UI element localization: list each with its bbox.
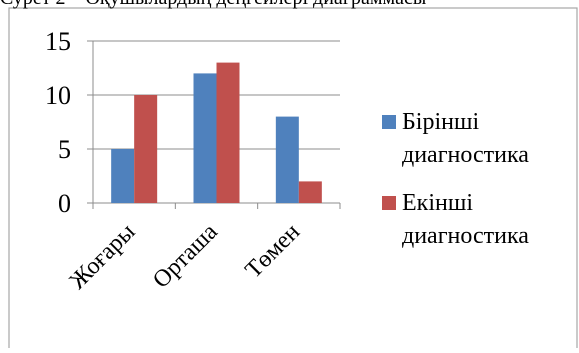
bar <box>298 181 322 203</box>
legend-label: Бірінші диагностика <box>402 109 529 168</box>
bar <box>134 95 158 203</box>
bars <box>111 62 322 204</box>
x-tick-labels: Жоғары Орташа Төмен <box>65 219 305 295</box>
bar <box>216 62 240 203</box>
y-tick-label: 5 <box>58 135 71 164</box>
x-tick-label: Орташа <box>148 219 223 294</box>
chart-border <box>8 7 578 353</box>
bar <box>275 116 299 203</box>
bar <box>111 149 135 203</box>
legend-swatch <box>382 115 396 129</box>
figure-caption: Сурет 2 – Оқушылардың деңгейлері диаграм… <box>0 0 579 10</box>
legend-swatch <box>382 196 396 210</box>
bar <box>193 73 217 204</box>
x-tick-label: Төмен <box>240 219 305 284</box>
y-tick-label: 10 <box>45 81 71 110</box>
y-tick-labels: 0 5 10 15 <box>45 27 71 218</box>
y-tick-label: 0 <box>58 189 71 218</box>
y-tick-label: 15 <box>45 27 71 56</box>
legend-label: Екінші диагностика <box>402 190 529 249</box>
legend: Бірінші диагностика Екінші диагностика <box>382 109 529 249</box>
x-tick-label: Жоғары <box>65 219 141 295</box>
